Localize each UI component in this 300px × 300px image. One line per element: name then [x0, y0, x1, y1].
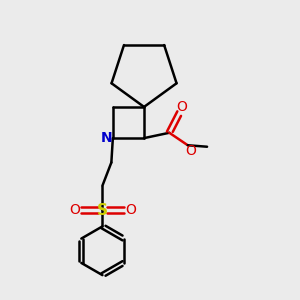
Text: O: O: [69, 203, 80, 217]
Text: O: O: [125, 203, 136, 217]
Text: S: S: [97, 202, 108, 217]
Text: N: N: [100, 131, 112, 145]
Text: O: O: [185, 144, 196, 158]
Text: O: O: [176, 100, 187, 114]
